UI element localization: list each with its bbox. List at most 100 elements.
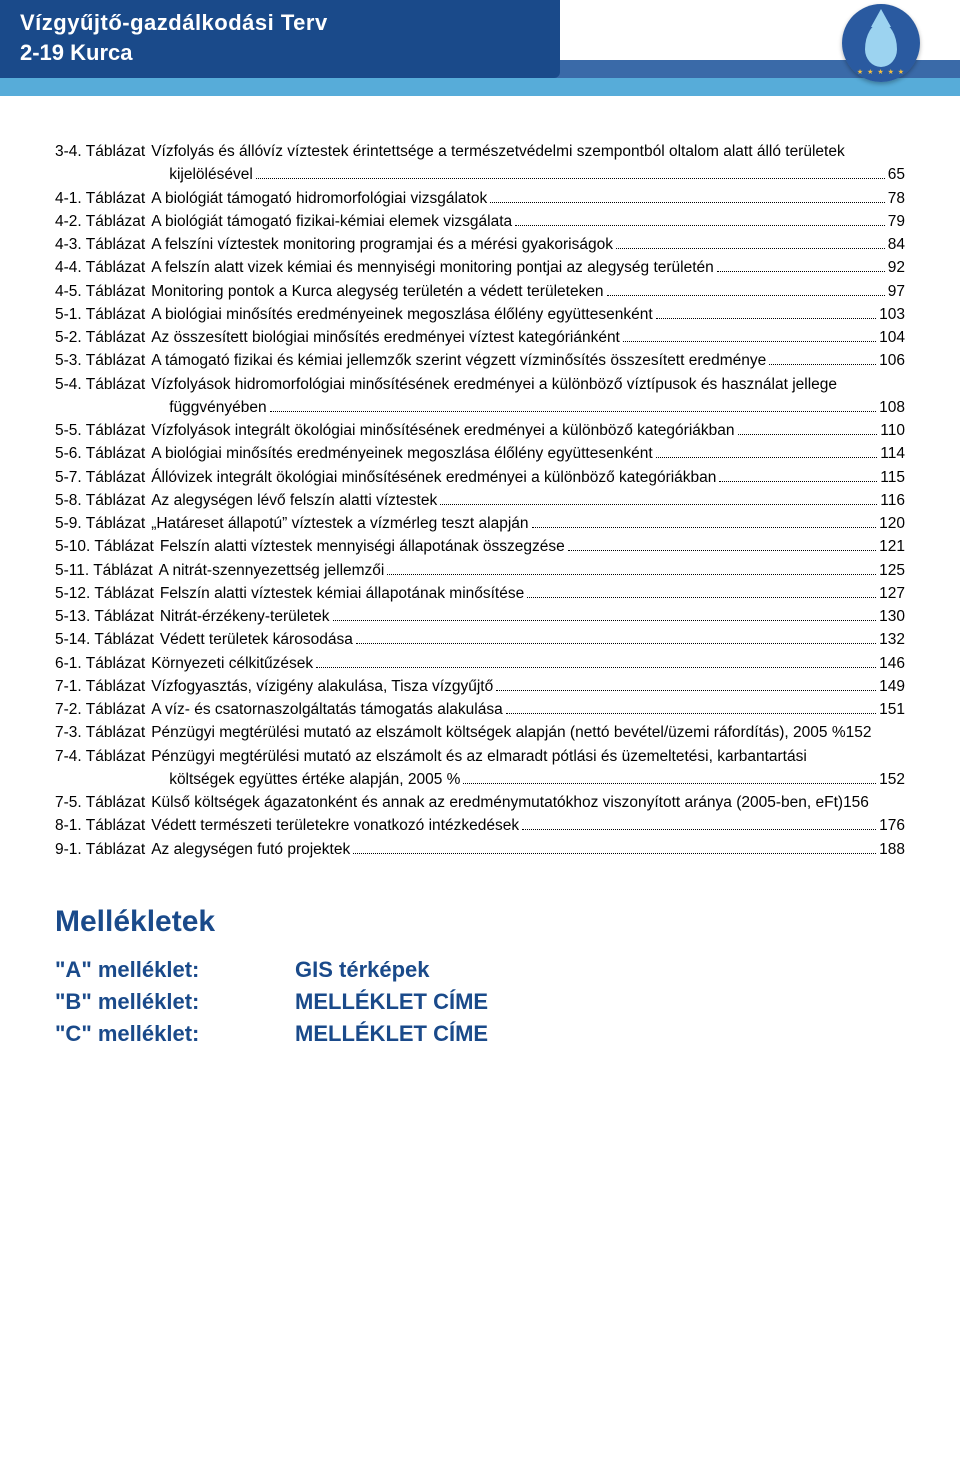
toc-title: Vízfolyások integrált ökológiai minősíté… — [151, 419, 734, 442]
toc-page-number: 146 — [879, 652, 905, 675]
appendices-section: Mellékletek "A" melléklet:GIS térképek"B… — [55, 905, 905, 1047]
toc-page-number: 120 — [879, 512, 905, 535]
toc-leader-dots — [496, 690, 876, 691]
toc-page-number: 78 — [888, 187, 905, 210]
toc-title: A nitrát-szennyezettség jellemzői — [159, 559, 385, 582]
appendix-key: "B" melléklet: — [55, 989, 295, 1015]
toc-leader-dots — [623, 341, 876, 342]
toc-label: 5-10. Táblázat — [55, 535, 160, 558]
toc-page-number: 114 — [880, 442, 905, 465]
toc-title: költségek együttes értéke alapján, 2005 … — [169, 768, 460, 791]
toc-row: 4-5. Táblázat Monitoring pontok a Kurca … — [55, 280, 905, 303]
toc-title: Az összesített biológiai minősítés eredm… — [151, 326, 620, 349]
toc-label: 7-4. Táblázat — [55, 745, 151, 768]
appendix-row: "B" melléklet:MELLÉKLET CÍME — [55, 989, 905, 1015]
toc-page-number: 152 — [846, 721, 872, 744]
toc-leader-dots — [656, 457, 878, 458]
toc-row: 7-3. Táblázat Pénzügyi megtérülési mutat… — [55, 721, 905, 744]
toc-label: 4-5. Táblázat — [55, 280, 151, 303]
appendix-row: "A" melléklet:GIS térképek — [55, 957, 905, 983]
toc-leader-dots — [353, 853, 876, 854]
toc-title: Vízfogyasztás, vízigény alakulása, Tisza… — [151, 675, 493, 698]
toc-title: Pénzügyi megtérülési mutató az elszámolt… — [151, 721, 845, 744]
toc-label: 7-1. Táblázat — [55, 675, 151, 698]
toc-row: 5-4. Táblázat Vízfolyások hidromorfológi… — [55, 373, 905, 396]
toc-label: 5-13. Táblázat — [55, 605, 160, 628]
header-right-decor: ★ ★ ★ ★ ★ — [560, 0, 960, 110]
toc-leader-dots — [522, 829, 876, 830]
toc-title: Külső költségek ágazatonként és annak az… — [151, 791, 843, 814]
toc-row: 9-1. Táblázat Az alegységen futó projekt… — [55, 838, 905, 861]
toc-leader-dots — [616, 248, 885, 249]
table-of-contents: 3-4. Táblázat Vízfolyás és állóvíz vízte… — [55, 140, 905, 861]
toc-row: 5-3. Táblázat A támogató fizikai és kémi… — [55, 349, 905, 372]
toc-page-number: 132 — [879, 628, 905, 651]
toc-row: 7-5. Táblázat Külső költségek ágazatonké… — [55, 791, 905, 814]
toc-label: 7-3. Táblázat — [55, 721, 151, 744]
toc-title: függvényében — [169, 396, 266, 419]
ribbon-bottom-stripe — [0, 78, 960, 96]
toc-title: Az alegységen futó projektek — [151, 838, 350, 861]
toc-label: 5-5. Táblázat — [55, 419, 151, 442]
toc-page-number: 110 — [880, 419, 905, 442]
toc-leader-dots — [490, 202, 885, 203]
toc-row: 5-1. Táblázat A biológiai minősítés ered… — [55, 303, 905, 326]
toc-row: 5-5. Táblázat Vízfolyások integrált ökol… — [55, 419, 905, 442]
toc-leader-dots — [506, 713, 876, 714]
toc-row: 3-4. Táblázat kijelölésével65 — [55, 163, 905, 186]
toc-row: 5-12. Táblázat Felszín alatti víztestek … — [55, 582, 905, 605]
toc-page-number: 149 — [879, 675, 905, 698]
appendix-value: MELLÉKLET CÍME — [295, 1021, 488, 1047]
toc-page-number: 115 — [880, 466, 905, 489]
toc-title: Környezeti célkitűzések — [151, 652, 313, 675]
toc-leader-dots — [532, 527, 877, 528]
toc-leader-dots — [440, 504, 877, 505]
toc-row: 5-10. Táblázat Felszín alatti víztestek … — [55, 535, 905, 558]
toc-leader-dots — [656, 318, 876, 319]
toc-title: A támogató fizikai és kémiai jellemzők s… — [151, 349, 766, 372]
toc-title: „Határeset állapotú” víztestek a vízmérl… — [151, 512, 528, 535]
toc-label: 5-1. Táblázat — [55, 303, 151, 326]
toc-title: A felszín alatt vizek kémiai és mennyisé… — [151, 256, 714, 279]
appendix-value: MELLÉKLET CÍME — [295, 989, 488, 1015]
toc-page-number: 106 — [879, 349, 905, 372]
toc-leader-dots — [333, 620, 877, 621]
appendices-list: "A" melléklet:GIS térképek "B" melléklet:… — [55, 957, 905, 1047]
appendix-row: "C" melléklet:MELLÉKLET CÍME — [55, 1021, 905, 1047]
toc-title: Pénzügyi megtérülési mutató az elszámolt… — [151, 745, 807, 768]
toc-row: 4-4. TáblázatA felszín alatt vizek kémia… — [55, 256, 905, 279]
droplet-badge-icon: ★ ★ ★ ★ ★ — [842, 4, 920, 82]
toc-page-number: 103 — [879, 303, 905, 326]
toc-leader-dots — [515, 225, 885, 226]
toc-title: Védett területek károsodása — [160, 628, 353, 651]
toc-title: A biológiai minősítés eredményeinek mego… — [151, 442, 652, 465]
toc-row: 4-2. Táblázat A biológiát támogató fizik… — [55, 210, 905, 233]
toc-row: 5-2. Táblázat Az összesített biológiai m… — [55, 326, 905, 349]
toc-label: 5-3. Táblázat — [55, 349, 151, 372]
toc-label: 5-7. Táblázat — [55, 466, 151, 489]
toc-title: Az alegységen lévő felszín alatti víztes… — [151, 489, 437, 512]
toc-page-number: 130 — [879, 605, 905, 628]
toc-title: kijelölésével — [169, 163, 253, 186]
toc-leader-dots — [738, 434, 878, 435]
toc-label: 5-6. Táblázat — [55, 442, 151, 465]
toc-leader-dots — [717, 271, 885, 272]
toc-page-number: 151 — [879, 698, 905, 721]
toc-page-number: 156 — [843, 791, 869, 814]
toc-label: 5-12. Táblázat — [55, 582, 160, 605]
toc-row: 5-8. Táblázat Az alegységen lévő felszín… — [55, 489, 905, 512]
toc-page-number: 79 — [888, 210, 905, 233]
droplet-icon — [865, 23, 897, 67]
toc-row: 5-14. Táblázat Védett területek károsodá… — [55, 628, 905, 651]
toc-label: 4-4. Táblázat — [55, 256, 151, 279]
page: ★ ★ ★ ★ ★ Vízgyűjtő-gazdálkodási Terv 2-… — [0, 0, 960, 1463]
toc-label: 5-2. Táblázat — [55, 326, 151, 349]
toc-label: 3-4. Táblázat — [55, 140, 151, 163]
content-area: 3-4. Táblázat Vízfolyás és állóvíz vízte… — [0, 110, 960, 1093]
toc-title: A biológiát támogató hidromorfológiai vi… — [151, 187, 487, 210]
toc-row: 7-4. Táblázat Pénzügyi megtérülési mutat… — [55, 745, 905, 768]
toc-label: 5-9. Táblázat — [55, 512, 151, 535]
toc-title: Védett természeti területekre vonatkozó … — [151, 814, 519, 837]
toc-title: A víz- és csatornaszolgáltatás támogatás… — [151, 698, 503, 721]
toc-page-number: 152 — [879, 768, 905, 791]
